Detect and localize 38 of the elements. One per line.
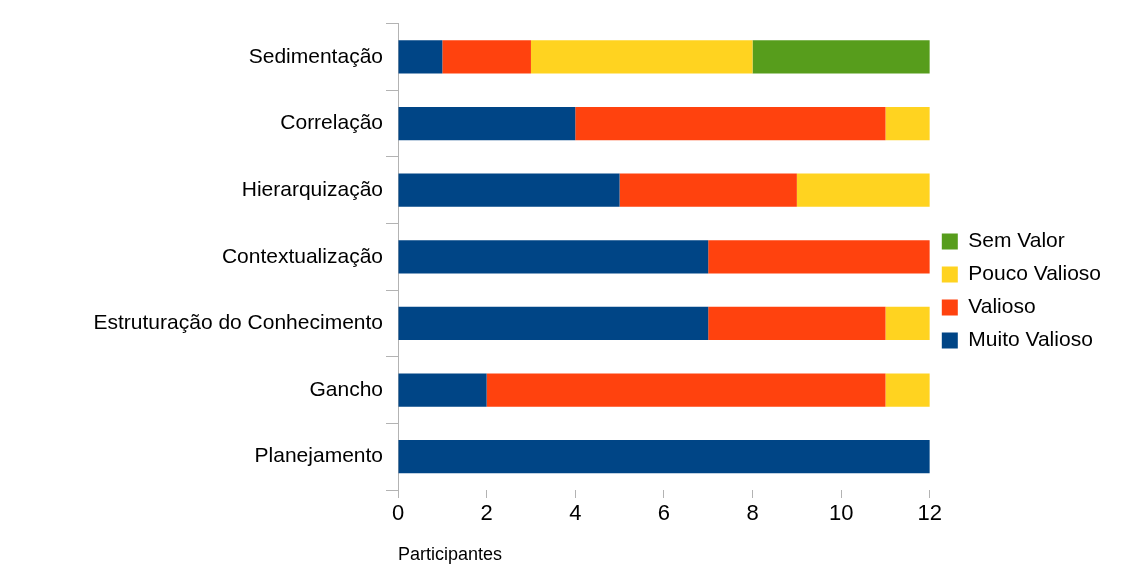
y-tick-label: Hierarquização: [241, 176, 383, 200]
bar: [885, 373, 930, 407]
legend-label: Sem Valor: [968, 228, 1065, 252]
y-tick-label: Sedimentação: [248, 43, 383, 67]
bar: [619, 173, 797, 207]
bar: [398, 40, 443, 74]
legend-label: Muito Valioso: [968, 327, 1093, 351]
x-tick-label: 6: [657, 500, 671, 526]
bar: [398, 440, 930, 474]
bar: [796, 173, 930, 207]
y-tick-label: Estruturação do Conhecimento: [93, 310, 383, 334]
bar: [885, 106, 930, 141]
x-tick-label: 0: [391, 500, 405, 526]
bar: [398, 173, 620, 207]
bar: [530, 40, 753, 74]
y-tick-label: Gancho: [309, 376, 383, 400]
bar: [398, 240, 709, 274]
y-tick-label: Contextualização: [221, 243, 383, 267]
y-tick-label: Planejamento: [254, 443, 383, 467]
bar: [398, 306, 709, 341]
x-tick-label: 8: [746, 500, 759, 526]
bar: [398, 106, 576, 141]
bar: [708, 306, 886, 341]
bar: [752, 40, 930, 74]
bar: [885, 306, 930, 341]
bar: [442, 40, 531, 74]
legend-label: Valioso: [968, 294, 1036, 318]
bar: [575, 106, 886, 141]
x-tick-label: 4: [569, 500, 582, 526]
bar: [398, 373, 487, 407]
x-tick-label: 2: [480, 500, 493, 526]
x-tick-label: 12: [917, 500, 943, 526]
y-tick-label: Correlação: [280, 110, 383, 134]
x-axis-title: Participantes: [398, 544, 503, 565]
x-tick-label: 10: [828, 500, 854, 526]
legend-label: Pouco Valioso: [968, 261, 1102, 285]
bar: [486, 373, 886, 407]
bar: [708, 240, 930, 274]
